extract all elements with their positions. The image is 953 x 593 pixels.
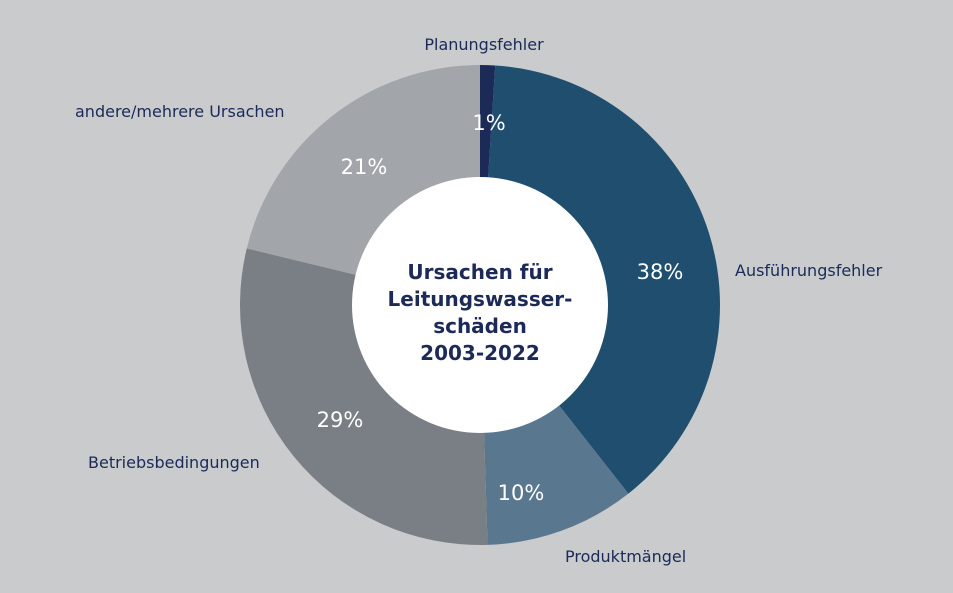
category-label: Betriebsbedingungen: [88, 453, 260, 472]
slice-betriebsbedingungen: [240, 248, 488, 546]
center-title: Ursachen für Leitungswasser- schäden 200…: [388, 260, 573, 365]
slice-value-label: 21%: [341, 155, 388, 179]
category-label: Planungsfehler: [424, 35, 544, 54]
center-title-line-1: Ursachen für: [407, 260, 552, 284]
center-title-line-2: Leitungswasser-: [388, 287, 573, 311]
slice-planungsfehler: [480, 65, 496, 180]
slice-value-label: 38%: [637, 260, 684, 284]
slice-value-label: 1%: [472, 111, 505, 135]
center-title-line-3: schäden: [433, 314, 527, 338]
category-label: Produktmängel: [565, 547, 686, 566]
slice-value-label: 29%: [317, 408, 364, 432]
slice-andere-mehrere-ursachen: [246, 65, 480, 276]
category-labels: Planungsfehler Ausführungsfehler Produktmä…: [75, 35, 883, 566]
slice-produktmängel: [483, 404, 629, 545]
center-title-line-4: 2003-2022: [420, 341, 540, 365]
donut-center: [352, 177, 608, 433]
category-label: Ausführungsfehler: [735, 261, 883, 280]
slice-value-labels: 1% 38% 10% 29% 21%: [317, 111, 684, 505]
category-label: andere/mehrere Ursachen: [75, 102, 285, 121]
slice-value-label: 10%: [498, 481, 545, 505]
donut-slices: [240, 65, 721, 546]
